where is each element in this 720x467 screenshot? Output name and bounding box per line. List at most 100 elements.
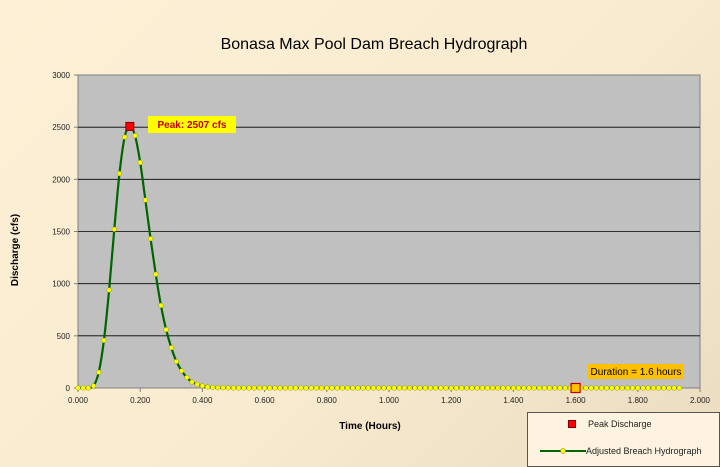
hydrograph-point	[313, 385, 319, 391]
hydrograph-point	[116, 171, 123, 177]
hydrograph-legend-marker	[540, 448, 586, 454]
hydrograph-point	[199, 383, 205, 389]
x-tick-label: 0.000	[68, 396, 89, 405]
hydrograph-point	[329, 385, 335, 391]
hydrograph-point	[521, 385, 527, 391]
hydrograph-point	[495, 385, 501, 391]
hydrograph-point	[609, 385, 615, 391]
x-tick-label: 0.600	[255, 396, 276, 405]
peak-label-box	[148, 116, 236, 133]
hydrograph-point	[433, 385, 439, 391]
hydrograph-point	[236, 385, 242, 391]
hydrograph-point	[552, 385, 558, 391]
hydrograph-point	[272, 385, 278, 391]
hydrograph-point	[303, 385, 309, 391]
legend: Peak Discharge Adjusted Breach Hydrograp…	[527, 412, 720, 467]
hydrograph-point	[344, 385, 351, 391]
hydrograph-point	[241, 385, 247, 391]
hydrograph-point	[225, 385, 231, 391]
hydrograph-point	[516, 385, 522, 391]
x-tick-label: 1.000	[379, 396, 400, 405]
hydrograph-point	[624, 385, 630, 391]
x-tick-label: 0.400	[192, 396, 213, 405]
hydrograph-point	[562, 385, 568, 391]
hydrograph-point	[386, 385, 392, 391]
y-tick-label: 3000	[52, 71, 70, 80]
x-tick-label: 2.000	[690, 396, 711, 405]
hydrograph-point	[443, 385, 449, 391]
hydrograph-point	[614, 385, 620, 391]
hydrograph-point	[179, 368, 185, 374]
hydrograph-point	[448, 385, 454, 391]
hydrograph-point	[282, 385, 288, 391]
hydrograph-point	[370, 385, 377, 391]
y-axis-label: Discharge (cfs)	[10, 214, 21, 286]
hydrograph-point	[148, 236, 154, 242]
hydrograph-point	[490, 385, 496, 391]
chart-title: Bonasa Max Pool Dam Breach Hydrograph	[221, 36, 528, 53]
peak-discharge-legend-marker	[568, 420, 576, 428]
peak-discharge-marker	[125, 121, 135, 131]
legend-hydrograph: Adjusted Breach Hydrograph	[586, 446, 702, 456]
hydrograph-point	[132, 133, 138, 139]
duration-label: Duration = 1.6 hours	[591, 367, 682, 378]
hydrograph-point	[645, 385, 651, 391]
hydrograph-point	[661, 385, 667, 391]
hydrograph-point	[531, 385, 537, 391]
hydrograph-point	[479, 385, 485, 391]
hydrograph-point	[168, 345, 174, 351]
hydrograph-point	[640, 385, 646, 391]
hydrograph-point	[262, 385, 268, 391]
hydrograph-point	[256, 385, 262, 391]
hydrograph-point	[220, 385, 226, 391]
hydrograph-point	[111, 226, 117, 232]
hydrograph-point	[676, 385, 682, 391]
hydrograph-point	[459, 385, 465, 391]
hydrograph-point	[334, 385, 340, 391]
hydrograph-point	[536, 385, 542, 391]
hydrograph-point	[557, 385, 563, 391]
duration-label-box	[588, 364, 684, 379]
x-tick-label: 1.200	[441, 396, 462, 405]
hydrograph-point	[598, 385, 605, 391]
x-tick-label: 1.600	[566, 396, 587, 405]
hydrograph-point	[396, 385, 402, 391]
hydrograph-point	[619, 385, 625, 391]
hydrograph-point	[650, 385, 656, 391]
hydrograph-point	[308, 385, 314, 391]
hydrograph-point	[453, 385, 459, 391]
hydrograph-point	[505, 385, 511, 391]
hydrograph-point	[355, 385, 361, 391]
y-tick-label: 2500	[52, 123, 70, 132]
legend-peak-discharge: Peak Discharge	[588, 419, 652, 429]
hydrograph-point	[319, 385, 325, 391]
hydrograph-point	[163, 327, 169, 333]
hydrograph-point	[298, 385, 304, 391]
hydrograph-point	[215, 385, 221, 391]
hydrograph-point	[142, 197, 148, 203]
hydrograph-point	[407, 385, 413, 391]
hydrograph-point	[376, 385, 382, 391]
peak-label: Peak: 2507 cfs	[158, 120, 227, 131]
y-tick-label: 1500	[52, 228, 70, 237]
hydrograph-point	[267, 385, 273, 391]
hydrograph-point	[588, 385, 594, 391]
hydrograph-point	[137, 159, 143, 166]
hydrograph-point	[438, 385, 444, 391]
hydrograph-point	[422, 385, 428, 391]
hydrograph-point	[484, 385, 491, 391]
hydrograph-point	[402, 385, 408, 391]
hydrograph-point	[666, 385, 672, 391]
hydrograph-point	[635, 385, 641, 391]
duration-marker	[570, 382, 581, 394]
hydrograph-point	[365, 385, 371, 391]
hydrograph-point	[526, 385, 532, 391]
hydrograph-point	[153, 271, 159, 277]
hydrograph-point	[593, 385, 599, 391]
hydrograph-point	[75, 385, 81, 391]
hydrograph-point	[158, 302, 164, 309]
x-axis-label: Time (Hours)	[339, 421, 401, 432]
hydrograph-point	[205, 384, 211, 390]
hydrograph-point	[230, 385, 237, 391]
